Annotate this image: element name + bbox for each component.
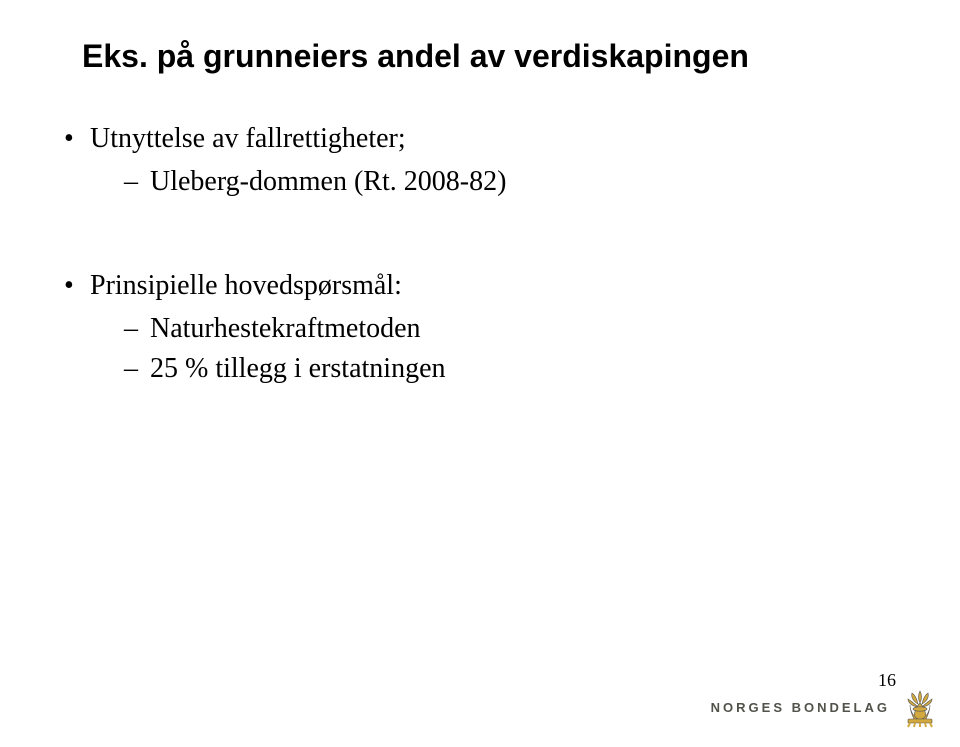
footer: NORGES BONDELAG: [711, 685, 942, 729]
sub-bullet-text: Uleberg-dommen (Rt. 2008-82): [150, 166, 506, 197]
slide-title: Eks. på grunneiers andel av verdiskaping…: [82, 38, 900, 75]
bullet-text: Utnyttelse av fallrettigheter;: [90, 123, 406, 154]
bullet-text: Prinsipielle hovedspørsmål:: [90, 270, 402, 301]
spacer: [60, 202, 900, 266]
sub-bullet-text: 25 % tillegg i erstatningen: [150, 353, 446, 384]
bullet-list: Prinsipielle hovedspørsmål: Naturhestekr…: [60, 266, 900, 390]
bullet-list: Utnyttelse av fallrettigheter; Uleberg-d…: [60, 119, 900, 202]
sub-bullet-item: Uleberg-dommen (Rt. 2008-82): [124, 162, 900, 203]
sub-bullet-item: 25 % tillegg i erstatningen: [124, 349, 900, 390]
slide: Eks. på grunneiers andel av verdiskaping…: [0, 0, 960, 747]
bullet-item: Utnyttelse av fallrettigheter; Uleberg-d…: [64, 119, 900, 202]
sub-bullet-list: Uleberg-dommen (Rt. 2008-82): [90, 162, 900, 203]
footer-org-text: NORGES BONDELAG: [711, 700, 890, 715]
slide-content: Utnyttelse av fallrettigheter; Uleberg-d…: [60, 119, 900, 390]
bullet-item: Prinsipielle hovedspørsmål: Naturhestekr…: [64, 266, 900, 390]
sub-bullet-item: Naturhestekraftmetoden: [124, 309, 900, 350]
sub-bullet-list: Naturhestekraftmetoden 25 % tillegg i er…: [90, 309, 900, 390]
sub-bullet-text: Naturhestekraftmetoden: [150, 313, 421, 344]
wheat-sheaf-icon: [898, 685, 942, 729]
